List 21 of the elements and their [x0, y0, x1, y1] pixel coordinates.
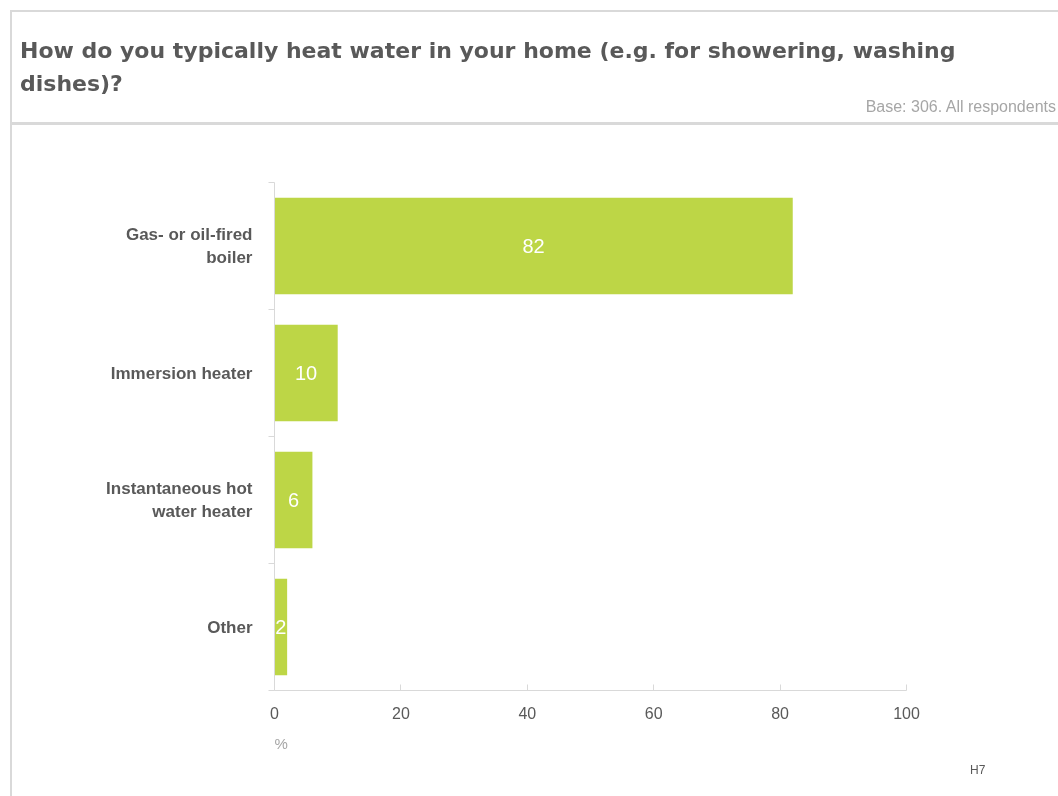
x-tick-label: 0: [270, 704, 280, 722]
data-label: 2: [275, 616, 287, 638]
text: H7: [970, 762, 986, 779]
x-tick-label: 60: [644, 704, 663, 722]
bar: [274, 451, 313, 549]
x-tick-label: 80: [771, 704, 790, 722]
x-tick-label: 100: [893, 704, 920, 722]
text: Base: 306. All respondents: [865, 97, 1056, 118]
y-tick-label: Gas- or oil-fired boiler: [125, 225, 253, 267]
y-tick-label: Instantaneous hot water heater: [106, 479, 253, 521]
y-tick-label: Immersion heater: [110, 363, 253, 383]
x-tick-label: 20: [392, 704, 410, 722]
x-tick-label: 40: [518, 704, 537, 722]
y-tick-label: Other: [207, 617, 253, 637]
data-label: 82: [522, 235, 545, 257]
bar: [274, 197, 793, 295]
chart-title: How do you typically heat water in your home (e.g. for showering, washing dishes)?: [20, 37, 957, 98]
data-label: 6: [287, 489, 300, 511]
bar: [274, 324, 338, 422]
data-label: 10: [294, 362, 318, 384]
x-axis-title: %: [274, 734, 288, 752]
